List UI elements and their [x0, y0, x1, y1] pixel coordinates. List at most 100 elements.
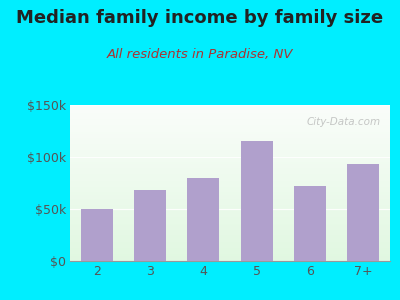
- Bar: [70, 119, 390, 120]
- Bar: [70, 172, 390, 173]
- Bar: [70, 134, 390, 135]
- Bar: [70, 220, 390, 221]
- Bar: [70, 114, 390, 115]
- Bar: [70, 121, 390, 122]
- Bar: [70, 192, 390, 193]
- Bar: [70, 169, 390, 170]
- Bar: [70, 223, 390, 224]
- Bar: [70, 110, 390, 111]
- Bar: [70, 165, 390, 166]
- Bar: [70, 128, 390, 129]
- Bar: [70, 188, 390, 189]
- Bar: [70, 145, 390, 146]
- Bar: [70, 174, 390, 175]
- Bar: [70, 218, 390, 219]
- Bar: [70, 109, 390, 110]
- Bar: [70, 115, 390, 116]
- Bar: [70, 123, 390, 124]
- Bar: [70, 238, 390, 239]
- Bar: [70, 187, 390, 188]
- Bar: [70, 112, 390, 113]
- Bar: [70, 201, 390, 202]
- Bar: [241, 141, 273, 261]
- Bar: [70, 176, 390, 177]
- Bar: [70, 125, 390, 126]
- Bar: [70, 256, 390, 257]
- Bar: [70, 157, 390, 158]
- Bar: [70, 147, 390, 148]
- Bar: [70, 197, 390, 198]
- Bar: [70, 209, 390, 210]
- Bar: [70, 144, 390, 145]
- Bar: [70, 228, 390, 229]
- Bar: [70, 178, 390, 179]
- Bar: [70, 163, 390, 164]
- Bar: [70, 222, 390, 223]
- Bar: [70, 184, 390, 185]
- Bar: [70, 202, 390, 203]
- Bar: [81, 209, 113, 261]
- Bar: [70, 215, 390, 216]
- Bar: [294, 186, 326, 261]
- Bar: [70, 237, 390, 238]
- Bar: [70, 202, 390, 203]
- Bar: [70, 152, 390, 153]
- Text: All residents in Paradise, NV: All residents in Paradise, NV: [107, 48, 293, 61]
- Bar: [70, 133, 390, 134]
- Bar: [70, 214, 390, 215]
- Bar: [70, 199, 390, 200]
- Bar: [70, 160, 390, 161]
- Bar: [70, 191, 390, 192]
- Bar: [70, 250, 390, 251]
- Bar: [70, 138, 390, 139]
- Bar: [70, 258, 390, 259]
- Bar: [70, 211, 390, 212]
- Bar: [70, 105, 390, 106]
- Bar: [70, 113, 390, 114]
- Bar: [70, 129, 390, 130]
- Bar: [70, 198, 390, 199]
- Bar: [70, 149, 390, 150]
- Bar: [70, 242, 390, 243]
- Bar: [70, 208, 390, 209]
- Bar: [70, 259, 390, 260]
- Bar: [70, 155, 390, 156]
- Bar: [70, 205, 390, 206]
- Bar: [70, 143, 390, 144]
- Bar: [70, 210, 390, 211]
- Bar: [70, 224, 390, 225]
- Bar: [70, 200, 390, 201]
- Bar: [70, 203, 390, 204]
- Bar: [70, 229, 390, 230]
- Text: City-Data.com: City-Data.com: [306, 118, 380, 128]
- Bar: [70, 179, 390, 180]
- Bar: [70, 189, 390, 190]
- Bar: [70, 245, 390, 246]
- Bar: [70, 124, 390, 125]
- Bar: [70, 225, 390, 226]
- Bar: [70, 239, 390, 240]
- Bar: [70, 257, 390, 258]
- Bar: [70, 216, 390, 217]
- Bar: [70, 156, 390, 157]
- Bar: [70, 130, 390, 131]
- Bar: [70, 159, 390, 160]
- Bar: [70, 248, 390, 249]
- Bar: [70, 116, 390, 117]
- Bar: [70, 122, 390, 123]
- Bar: [70, 183, 390, 184]
- Bar: [70, 240, 390, 241]
- Bar: [70, 251, 390, 252]
- Text: Median family income by family size: Median family income by family size: [16, 9, 384, 27]
- Bar: [70, 204, 390, 205]
- Bar: [70, 148, 390, 149]
- Bar: [70, 164, 390, 165]
- Bar: [70, 140, 390, 141]
- Bar: [70, 252, 390, 253]
- Bar: [70, 131, 390, 132]
- Bar: [70, 260, 390, 261]
- Bar: [70, 244, 390, 245]
- Bar: [70, 139, 390, 140]
- Bar: [70, 206, 390, 207]
- Bar: [70, 173, 390, 174]
